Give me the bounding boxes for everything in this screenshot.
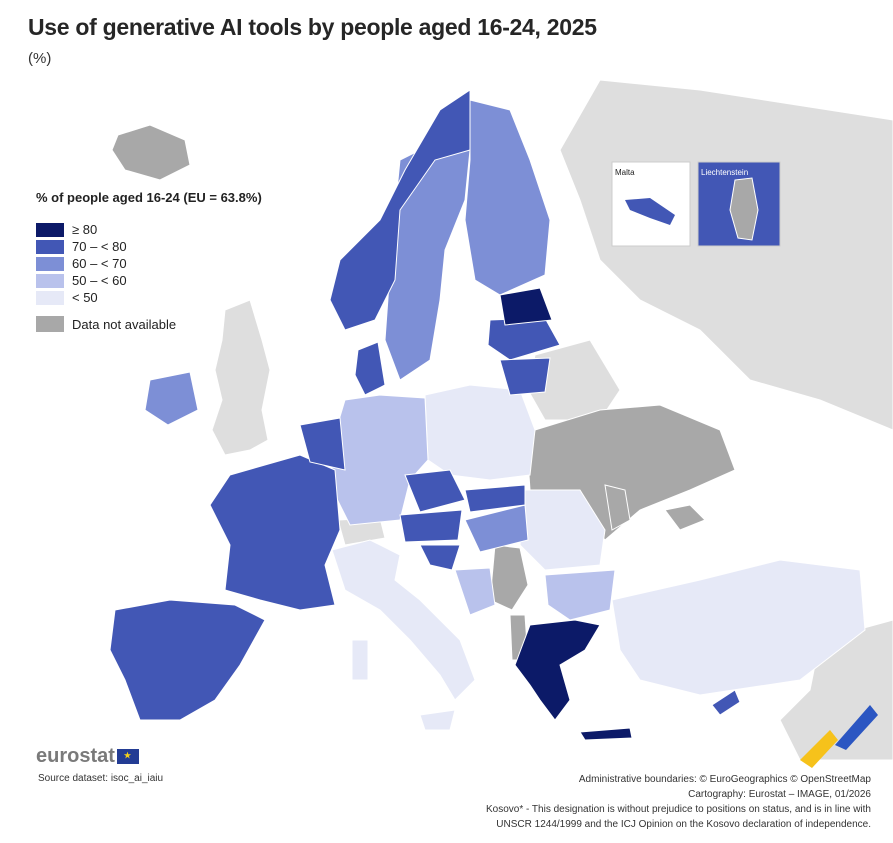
- malta-label: Malta: [615, 168, 635, 177]
- bosnia-shape: [454, 567, 496, 616]
- legend-swatch: [36, 273, 64, 288]
- page-subtitle: (%): [28, 50, 52, 67]
- uk-region: [211, 299, 271, 456]
- source-dataset: Source dataset: isoc_ai_iaiu: [38, 773, 164, 784]
- legend-na-label: Data not available: [72, 316, 177, 332]
- austria-shape: [399, 509, 463, 543]
- legend-row: < 50: [36, 289, 262, 306]
- footer-line: UNSCR 1244/1999 and the ICJ Opinion on t…: [496, 819, 871, 830]
- eurostat-logo: eurostat: [36, 745, 139, 768]
- hungary-shape: [464, 504, 529, 553]
- crimea-shape: [664, 504, 706, 531]
- benelux-shape: [299, 417, 346, 471]
- denmark-shape: [354, 341, 386, 396]
- bulgaria-shape: [544, 569, 616, 621]
- legend-swatch: [36, 222, 64, 237]
- slovakia-shape: [464, 484, 526, 513]
- corner-stripes-icon: [800, 705, 878, 768]
- moldova-shape: [604, 484, 631, 531]
- slovenia-croatia-shape: [419, 544, 461, 571]
- germany-shape: [329, 394, 429, 526]
- norway-shape: [329, 89, 471, 331]
- legend-swatch: [36, 239, 64, 254]
- cyprus-shape: [711, 689, 741, 716]
- liechtenstein-inset: [697, 161, 781, 247]
- legend-row: 70 – < 80: [36, 238, 262, 255]
- legend-row: 60 – < 70: [36, 255, 262, 272]
- sardinia-shape: [351, 639, 369, 681]
- finland-shape: [464, 99, 551, 296]
- legend-swatch: [36, 256, 64, 271]
- legend-label: 60 – < 70: [72, 256, 127, 271]
- footer-line: Kosovo* - This designation is without pr…: [485, 804, 871, 815]
- legend-na-swatch: [36, 316, 64, 332]
- malta-inset: [611, 161, 691, 247]
- footer-line: Administrative boundaries: © EuroGeograp…: [578, 774, 871, 785]
- france-shape: [209, 454, 341, 611]
- legend-na-row: Data not available: [36, 316, 262, 332]
- spain-shape: [109, 599, 266, 721]
- czechia-shape: [404, 469, 466, 513]
- greece-shape: [514, 619, 601, 721]
- poland-shape: [424, 384, 536, 481]
- footer-notes: Administrative boundaries: © EuroGeograp…: [486, 772, 871, 832]
- serbia-shape: [489, 544, 529, 611]
- legend-label: < 50: [72, 290, 98, 305]
- italy-shape: [331, 539, 476, 701]
- turkey-shape: [611, 559, 866, 696]
- page-title: Use of generative AI tools by people age…: [28, 14, 597, 40]
- legend-label: 50 – < 60: [72, 273, 127, 288]
- legend-label: 70 – < 80: [72, 239, 127, 254]
- eu-flag-icon: [116, 749, 139, 764]
- footer-line: Cartography: Eurostat – IMAGE, 01/2026: [688, 789, 871, 800]
- legend: % of people aged 16-24 (EU = 63.8%) ≥ 80…: [36, 190, 262, 332]
- crete-shape: [579, 727, 633, 741]
- ireland-shape: [144, 371, 199, 426]
- lithuania-shape: [499, 357, 551, 396]
- legend-row: 50 – < 60: [36, 272, 262, 289]
- legend-swatch: [36, 290, 64, 305]
- estonia-shape: [499, 287, 553, 326]
- legend-label: ≥ 80: [72, 222, 98, 237]
- legend-title: % of people aged 16-24 (EU = 63.8%): [36, 190, 262, 205]
- logo-text: eurostat: [36, 745, 115, 767]
- sicily-shape: [419, 709, 456, 731]
- iceland-shape: [111, 124, 191, 181]
- romania-shape: [519, 489, 606, 571]
- liechtenstein-label: Liechtenstein: [701, 168, 748, 177]
- legend-row: ≥ 80: [36, 221, 262, 238]
- sweden-shape: [384, 139, 471, 381]
